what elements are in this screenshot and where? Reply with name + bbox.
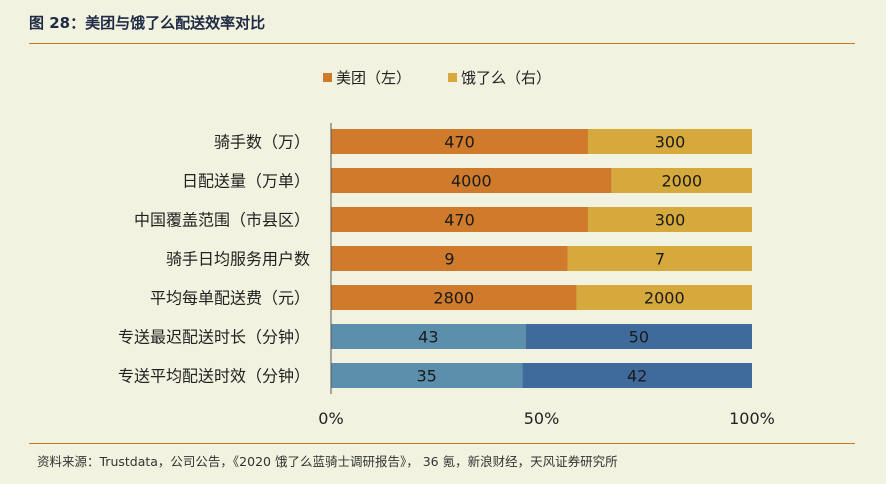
data-label-2-1: 300 [655, 211, 686, 230]
bar-segment-3-1 [567, 246, 752, 271]
data-label-3-1: 7 [655, 250, 665, 269]
x-tick-label-1: 50% [524, 409, 560, 428]
source-note: 资料来源：Trustdata，公司公告，《2020 饿了么蓝骑士调研报告》， 3… [37, 454, 618, 469]
data-label-4-0: 2800 [433, 289, 474, 308]
bar-segment-1-1 [611, 168, 752, 193]
bar-segment-4-1 [576, 285, 752, 310]
data-label-5-1: 50 [629, 328, 649, 347]
data-label-6-1: 42 [627, 367, 647, 386]
stacked-bar-chart: 美团（左） 饿了么（右） 470 300 骑手数（万） 4000 2000 日配送量（万单） 4… [118, 69, 775, 428]
data-label-0-1: 300 [655, 133, 686, 152]
figure-title: 图 28：美团与饿了么配送效率对比 [29, 14, 266, 32]
category-label-3: 骑手日均服务用户数 [166, 250, 310, 269]
data-label-3-0: 9 [444, 250, 454, 269]
category-label-5: 专送最迟配送时长（分钟） [118, 328, 310, 347]
footer-rule [29, 443, 855, 444]
bar-segment-5-0 [331, 324, 526, 349]
category-label-0: 骑手数（万） [214, 133, 310, 152]
category-label-2: 中国覆盖范围（市县区） [134, 211, 310, 230]
bar-segment-5-1 [525, 324, 752, 349]
bar-segment-3-0 [331, 246, 568, 271]
data-label-2-0: 470 [444, 211, 475, 230]
data-label-5-0: 43 [418, 328, 438, 347]
data-label-0-0: 470 [444, 133, 475, 152]
legend-swatch-1 [448, 73, 457, 82]
bar-segment-2-1 [587, 207, 752, 232]
category-label-6: 专送平均配送时效（分钟） [118, 367, 310, 386]
x-tick-label-2: 100% [729, 409, 775, 428]
bar-segment-6-1 [522, 363, 752, 388]
title-underline [29, 43, 855, 44]
data-label-6-0: 35 [417, 367, 437, 386]
bar-segment-1-0 [331, 168, 612, 193]
legend-label-1: 饿了么（右） [461, 69, 551, 87]
category-label-4: 平均每单配送费（元） [150, 289, 310, 308]
category-label-1: 日配送量（万单） [182, 172, 310, 191]
bar-segment-0-1 [587, 129, 752, 154]
bar-segment-0-0 [331, 129, 588, 154]
bar-segment-6-0 [331, 363, 523, 388]
bar-segment-2-0 [331, 207, 588, 232]
data-label-1-1: 2000 [661, 172, 702, 191]
bar-segment-4-0 [331, 285, 577, 310]
data-label-1-0: 4000 [451, 172, 492, 191]
data-label-4-1: 2000 [644, 289, 685, 308]
legend-swatch-0 [323, 73, 332, 82]
legend-label-0: 美团（左） [336, 69, 411, 87]
x-tick-label-0: 0% [318, 409, 343, 428]
